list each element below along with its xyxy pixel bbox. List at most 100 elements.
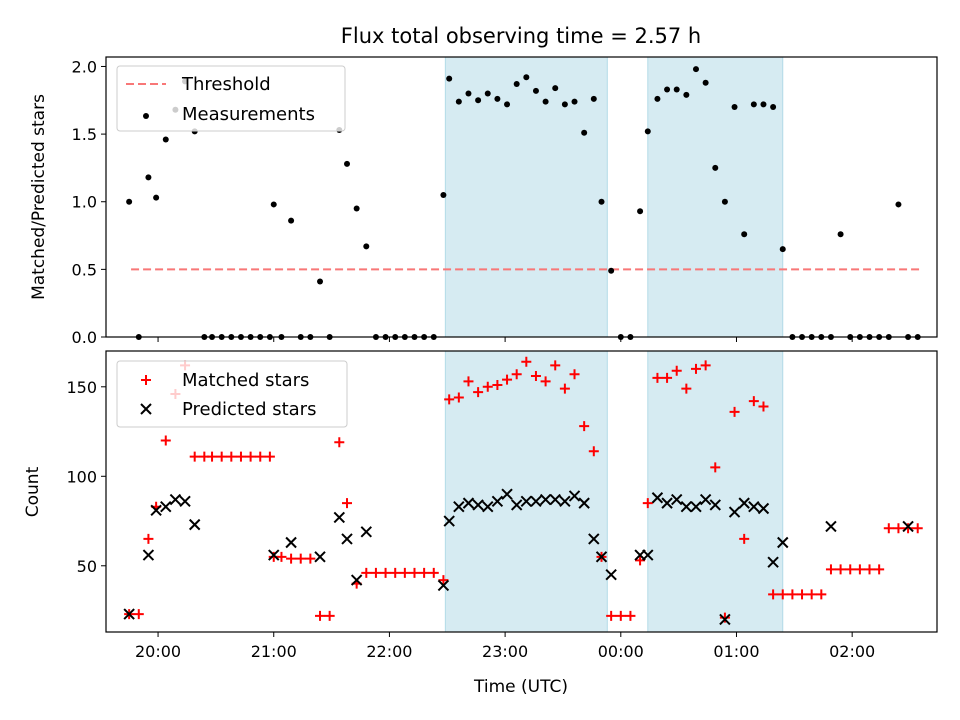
ratio-panel: 0.0 0.5 1.0 1.5 2.0 Threshold Measurements xyxy=(72,56,938,347)
matched-star-marker xyxy=(189,451,200,462)
measurement-point xyxy=(608,267,615,274)
matched-star-marker xyxy=(681,383,692,394)
top-y-axis-label: Matched/Predicted stars xyxy=(29,94,49,300)
measurement-point xyxy=(571,98,578,105)
matched-star-marker xyxy=(625,610,636,621)
x-tick-label: 21:00 xyxy=(251,642,297,661)
measurement-point xyxy=(895,201,902,208)
predicted-star-marker xyxy=(605,569,617,581)
measurement-point xyxy=(760,101,767,108)
matched-star-marker xyxy=(390,567,401,578)
y-tick-label: 0.0 xyxy=(72,328,97,347)
observing-window-span xyxy=(647,56,784,338)
bottom-legend: Matched stars Predicted stars xyxy=(116,360,348,428)
matched-star-marker xyxy=(550,360,561,371)
observing-window-span xyxy=(444,56,608,338)
predicted-star-marker xyxy=(651,492,664,504)
measurement-point xyxy=(153,194,160,201)
matched-star-marker xyxy=(652,372,663,383)
measurement-point xyxy=(455,98,462,105)
measurement-point xyxy=(446,75,453,82)
matched-star-marker xyxy=(588,446,599,457)
matched-star-marker xyxy=(245,451,256,462)
predicted-star-marker xyxy=(510,499,523,511)
predicted-star-marker xyxy=(690,501,702,513)
matched-star-marker xyxy=(342,498,353,509)
matched-star-marker xyxy=(806,589,817,600)
chart-title: Flux total observing time = 2.57 h xyxy=(341,24,701,48)
measurement-point xyxy=(750,101,757,108)
predicted-star-marker xyxy=(453,501,465,513)
predicted-star-marker xyxy=(738,497,750,509)
measurement-point xyxy=(317,278,324,285)
matched-star-marker xyxy=(835,564,846,575)
observing-window-span xyxy=(444,350,608,633)
matched-star-marker xyxy=(642,498,653,509)
matched-star-marker xyxy=(160,435,171,446)
measurement-point xyxy=(475,97,482,104)
predicted-star-marker xyxy=(661,497,673,509)
matched-star-marker xyxy=(816,589,827,600)
matched-star-marker xyxy=(748,396,759,407)
predicted-star-marker xyxy=(179,495,191,508)
measurement-point xyxy=(770,104,777,111)
measurement-point xyxy=(561,101,568,108)
matched-star-marker xyxy=(428,567,439,578)
measurement-point xyxy=(598,198,605,205)
observing-window-span xyxy=(647,350,784,633)
matched-star-marker xyxy=(854,564,865,575)
legend-measurement-swatch xyxy=(143,113,149,119)
matched-star-marker xyxy=(502,374,513,385)
measurement-point xyxy=(532,87,539,94)
predicted-star-marker xyxy=(757,502,770,515)
matched-star-marker xyxy=(419,567,430,578)
measurement-point xyxy=(288,217,295,224)
predicted-star-marker xyxy=(719,613,731,626)
top-axes-frame xyxy=(105,56,938,338)
matched-star-marker xyxy=(671,365,682,376)
legend-matched-label: Matched stars xyxy=(182,370,309,391)
matched-star-marker xyxy=(777,589,788,600)
matched-star-marker xyxy=(264,451,275,462)
matched-star-marker xyxy=(492,380,503,391)
bottom-y-axis-label: Count xyxy=(23,466,43,517)
matched-star-marker xyxy=(143,533,154,544)
measurement-point xyxy=(270,201,277,208)
matched-star-marker xyxy=(559,383,570,394)
matched-star-marker xyxy=(710,462,721,473)
predicted-star-marker xyxy=(530,495,542,508)
matched-star-marker xyxy=(444,394,455,405)
predicted-star-marker xyxy=(588,533,600,545)
predicted-star-marker xyxy=(595,551,608,563)
measurement-point xyxy=(353,205,360,212)
matched-star-marker xyxy=(569,369,580,380)
matched-star-marker xyxy=(521,356,532,367)
matched-star-marker xyxy=(453,392,464,403)
predicted-star-marker xyxy=(520,495,533,508)
predicted-star-marker xyxy=(748,501,760,513)
predicted-star-marker xyxy=(443,515,455,527)
matched-star-marker xyxy=(579,421,590,432)
matched-star-marker xyxy=(893,523,904,534)
predicted-star-marker xyxy=(142,549,155,561)
measurement-point xyxy=(542,98,549,105)
predicted-star-marker xyxy=(501,488,513,500)
measurement-point xyxy=(683,91,690,98)
matched-star-marker xyxy=(482,381,493,392)
predicted-star-marker xyxy=(777,536,789,549)
measurement-point xyxy=(465,90,472,97)
matched-star-marker xyxy=(133,609,144,620)
predicted-star-marker xyxy=(462,497,475,509)
measurement-point xyxy=(692,66,699,73)
x-tick-label: 20:00 xyxy=(135,642,181,661)
measurement-point xyxy=(702,79,709,86)
predicted-star-marker xyxy=(491,495,504,508)
matched-star-marker xyxy=(606,610,617,621)
legend-predicted-label: Predicted stars xyxy=(182,399,316,420)
predicted-star-marker xyxy=(268,549,280,561)
predicted-star-marker xyxy=(680,501,693,513)
measurement-point xyxy=(741,231,748,238)
y-tick-label: 0.5 xyxy=(72,260,97,279)
predicted-star-marker xyxy=(437,579,450,592)
predicted-star-marker xyxy=(285,536,297,549)
